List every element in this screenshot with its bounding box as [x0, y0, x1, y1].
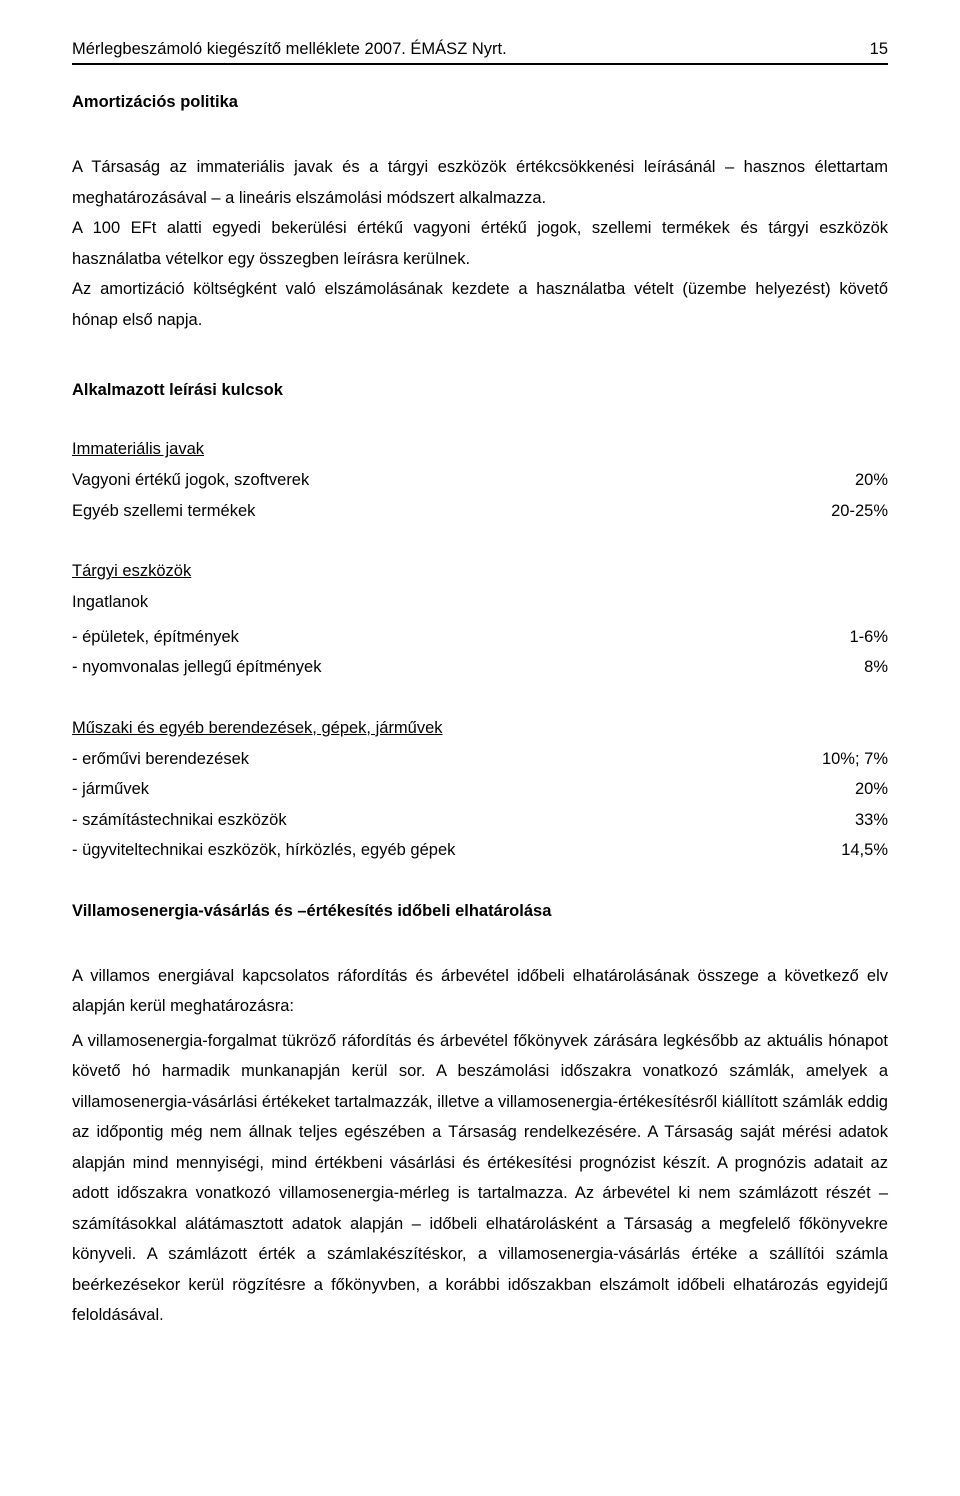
rate-row: - számítástechnikai eszközök 33% [72, 805, 888, 836]
paragraph-2: A 100 EFt alatti egyedi bekerülési érték… [72, 213, 888, 274]
header-title: Mérlegbeszámoló kiegészítő melléklete 20… [72, 40, 507, 59]
rate-value: 20% [768, 774, 888, 805]
section2-paragraph-2: A villamosenergia-forgalmat tükröző ráfo… [72, 1026, 888, 1331]
rates-heading: Alkalmazott leírási kulcsok [72, 381, 888, 400]
rate-value: 10%; 7% [768, 744, 888, 775]
rate-value: 20% [768, 465, 888, 496]
rate-label: - számítástechnikai eszközök [72, 805, 768, 836]
rate-row: - ügyviteltechnikai eszközök, hírközlés,… [72, 835, 888, 866]
rate-label: - nyomvonalas jellegű építmények [72, 652, 768, 683]
rate-row: - erőművi berendezések 10%; 7% [72, 744, 888, 775]
rate-label: - erőművi berendezések [72, 744, 768, 775]
subgroup-text: Ingatlanok [72, 587, 888, 618]
rate-value: 14,5% [768, 835, 888, 866]
rate-label: - ügyviteltechnikai eszközök, hírközlés,… [72, 835, 768, 866]
rate-row: - épületek, építmények 1-6% [72, 622, 888, 653]
rate-label: - járművek [72, 774, 768, 805]
subgroup-label: Ingatlanok [72, 587, 888, 618]
paragraph-3: Az amortizáció költségként való elszámol… [72, 274, 888, 335]
section-title-amortization: Amortizációs politika [72, 93, 888, 112]
group-machinery: Műszaki és egyéb berendezések, gépek, já… [72, 719, 888, 866]
rate-label: Egyéb szellemi termékek [72, 496, 768, 527]
rate-row: Egyéb szellemi termékek 20-25% [72, 496, 888, 527]
section2-paragraph-1: A villamos energiával kapcsolatos ráford… [72, 961, 888, 1022]
page-header: Mérlegbeszámoló kiegészítő melléklete 20… [72, 40, 888, 65]
group-tangible: Tárgyi eszközök Ingatlanok - épületek, é… [72, 562, 888, 683]
group-tangible-title: Tárgyi eszközök [72, 562, 888, 581]
document-page: Mérlegbeszámoló kiegészítő melléklete 20… [0, 0, 960, 1496]
rate-value: 20-25% [768, 496, 888, 527]
group-immaterial: Immateriális javak Vagyoni értékű jogok,… [72, 440, 888, 526]
rate-row: - járművek 20% [72, 774, 888, 805]
rate-label: - épületek, építmények [72, 622, 768, 653]
rate-row: - nyomvonalas jellegű építmények 8% [72, 652, 888, 683]
rate-value: 33% [768, 805, 888, 836]
rate-label: Vagyoni értékű jogok, szoftverek [72, 465, 768, 496]
paragraph-1: A Társaság az immateriális javak és a tá… [72, 152, 888, 213]
group-immaterial-title: Immateriális javak [72, 440, 888, 459]
rate-row: Vagyoni értékű jogok, szoftverek 20% [72, 465, 888, 496]
section-title-electricity: Villamosenergia-vásárlás és –értékesítés… [72, 902, 888, 921]
page-number: 15 [870, 40, 888, 59]
rate-value: 8% [768, 652, 888, 683]
group-machinery-title: Műszaki és egyéb berendezések, gépek, já… [72, 719, 888, 738]
rate-value: 1-6% [768, 622, 888, 653]
